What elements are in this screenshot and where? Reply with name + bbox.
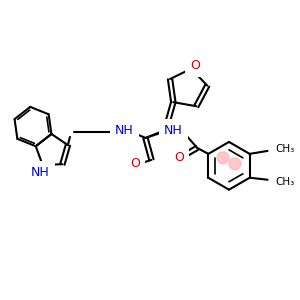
Text: O: O xyxy=(130,157,140,170)
Text: CH₃: CH₃ xyxy=(275,144,295,154)
Text: NH: NH xyxy=(115,124,134,136)
Text: NH: NH xyxy=(31,167,50,179)
Text: O: O xyxy=(174,151,184,164)
Text: NH: NH xyxy=(164,124,183,136)
Circle shape xyxy=(217,152,229,164)
Circle shape xyxy=(229,158,241,170)
Text: CH₃: CH₃ xyxy=(275,177,295,187)
Text: O: O xyxy=(190,59,200,72)
